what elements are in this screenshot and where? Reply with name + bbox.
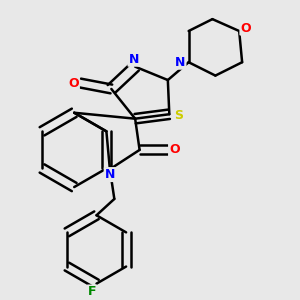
- Text: N: N: [105, 168, 115, 181]
- Text: F: F: [88, 286, 96, 298]
- Text: O: O: [68, 76, 79, 89]
- Text: S: S: [174, 109, 183, 122]
- Text: N: N: [175, 56, 185, 69]
- Text: O: O: [169, 143, 180, 156]
- Text: O: O: [240, 22, 251, 34]
- Text: N: N: [128, 53, 139, 66]
